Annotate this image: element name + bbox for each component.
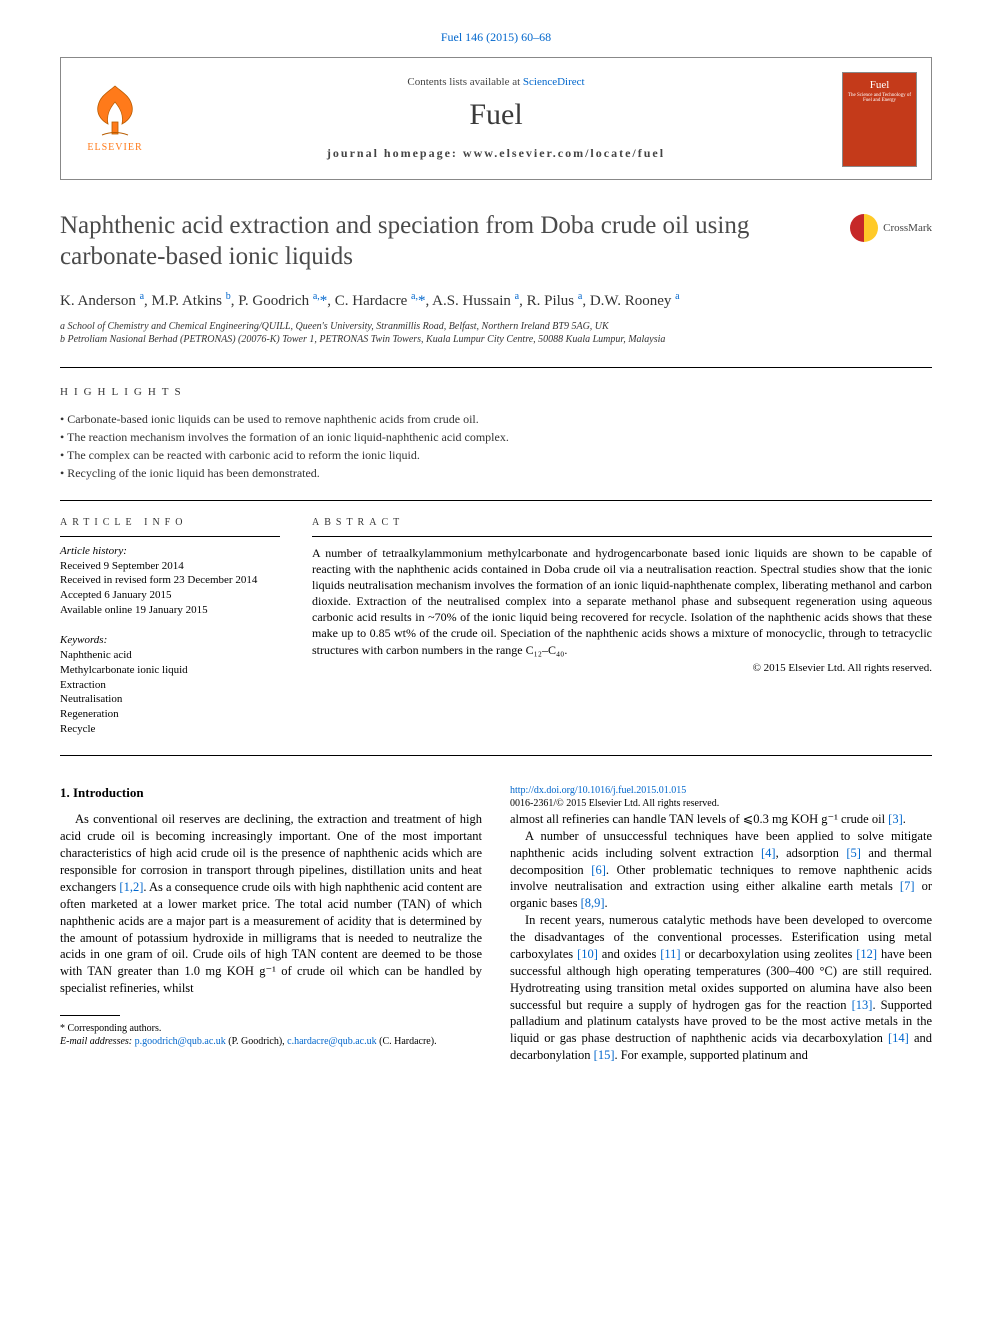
keyword-item: Regeneration bbox=[60, 707, 280, 722]
highlights-list: Carbonate-based ionic liquids can be use… bbox=[60, 410, 932, 482]
history-accepted: Accepted 6 January 2015 bbox=[60, 588, 280, 603]
crossmark-label: CrossMark bbox=[883, 222, 932, 234]
highlight-item: Recycling of the ionic liquid has been d… bbox=[60, 464, 932, 482]
cover-title: Fuel bbox=[870, 79, 890, 91]
email1-name: (P. Goodrich), bbox=[228, 1036, 284, 1047]
journal-homepage[interactable]: journal homepage: www.elsevier.com/locat… bbox=[191, 146, 801, 161]
issn-line: 0016-2361/© 2015 Elsevier Ltd. All right… bbox=[510, 798, 719, 809]
body-text: 1. Introduction As conventional oil rese… bbox=[60, 784, 932, 1064]
keyword-item: Neutralisation bbox=[60, 692, 280, 707]
affiliation-a: a School of Chemistry and Chemical Engin… bbox=[60, 320, 932, 334]
elsevier-logo[interactable]: ELSEVIER bbox=[75, 72, 155, 162]
email-hardacre[interactable]: c.hardacre@qub.ac.uk bbox=[287, 1036, 376, 1047]
affiliations: a School of Chemistry and Chemical Engin… bbox=[60, 320, 932, 347]
keyword-item: Naphthenic acid bbox=[60, 648, 280, 663]
journal-cover-thumbnail[interactable]: Fuel The Science and Technology of Fuel … bbox=[842, 72, 917, 167]
intro-p1: As conventional oil reserves are declini… bbox=[60, 811, 482, 997]
volume-issue-link[interactable]: Fuel 146 (2015) 60–68 bbox=[60, 30, 932, 45]
history-received: Received 9 September 2014 bbox=[60, 559, 280, 574]
intro-p3: A number of unsuccessful techniques have… bbox=[510, 828, 932, 912]
keyword-item: Recycle bbox=[60, 722, 280, 737]
footnotes: * Corresponding authors. E-mail addresse… bbox=[60, 1022, 482, 1048]
intro-heading: 1. Introduction bbox=[60, 784, 482, 802]
affiliation-b: b Petroliam Nasional Berhad (PETRONAS) (… bbox=[60, 333, 932, 347]
article-title: Naphthenic acid extraction and speciatio… bbox=[60, 210, 830, 273]
copyright-line: © 2015 Elsevier Ltd. All rights reserved… bbox=[312, 662, 932, 674]
cover-subtitle: The Science and Technology of Fuel and E… bbox=[843, 93, 916, 103]
crossmark-icon bbox=[850, 214, 878, 242]
abstract-label: ABSTRACT bbox=[312, 517, 932, 528]
contents-line: Contents lists available at ScienceDirec… bbox=[191, 76, 801, 88]
email-label: E-mail addresses: bbox=[60, 1036, 132, 1047]
email2-name: (C. Hardacre). bbox=[379, 1036, 436, 1047]
highlights-label: HIGHLIGHTS bbox=[60, 386, 932, 398]
abstract-text: A number of tetraalkylammonium methylcar… bbox=[312, 545, 932, 658]
divider bbox=[60, 367, 932, 368]
article-info-label: ARTICLE INFO bbox=[60, 517, 280, 528]
contents-prefix: Contents lists available at bbox=[407, 76, 522, 88]
email-goodrich[interactable]: p.goodrich@qub.ac.uk bbox=[135, 1036, 226, 1047]
keyword-item: Methylcarbonate ionic liquid bbox=[60, 663, 280, 678]
divider bbox=[60, 755, 932, 756]
keyword-item: Extraction bbox=[60, 678, 280, 693]
intro-p2: almost all refineries can handle TAN lev… bbox=[510, 811, 932, 828]
authors-list: K. Anderson a, M.P. Atkins b, P. Goodric… bbox=[60, 291, 932, 310]
journal-header: ELSEVIER Contents lists available at Sci… bbox=[60, 57, 932, 180]
abstract-column: ABSTRACT A number of tetraalkylammonium … bbox=[312, 517, 932, 737]
sciencedirect-link[interactable]: ScienceDirect bbox=[523, 76, 585, 88]
history-revised: Received in revised form 23 December 201… bbox=[60, 573, 280, 588]
doi-issn-block: http://dx.doi.org/10.1016/j.fuel.2015.01… bbox=[510, 784, 932, 811]
highlight-item: The reaction mechanism involves the form… bbox=[60, 428, 932, 446]
footnote-separator bbox=[60, 1015, 120, 1016]
highlight-item: The complex can be reacted with carbonic… bbox=[60, 446, 932, 464]
journal-name: Fuel bbox=[191, 98, 801, 132]
intro-p4: In recent years, numerous catalytic meth… bbox=[510, 912, 932, 1064]
elsevier-label: ELSEVIER bbox=[87, 142, 142, 153]
elsevier-tree-icon bbox=[88, 82, 143, 140]
history-online: Available online 19 January 2015 bbox=[60, 603, 280, 618]
divider bbox=[60, 500, 932, 501]
article-info-column: ARTICLE INFO Article history: Received 9… bbox=[60, 517, 280, 737]
corresponding-authors: * Corresponding authors. bbox=[60, 1022, 482, 1035]
crossmark-badge[interactable]: CrossMark bbox=[850, 214, 932, 242]
doi-link[interactable]: http://dx.doi.org/10.1016/j.fuel.2015.01… bbox=[510, 785, 686, 796]
keywords-label: Keywords: bbox=[60, 634, 280, 646]
highlight-item: Carbonate-based ionic liquids can be use… bbox=[60, 410, 932, 428]
history-label: Article history: bbox=[60, 545, 280, 557]
